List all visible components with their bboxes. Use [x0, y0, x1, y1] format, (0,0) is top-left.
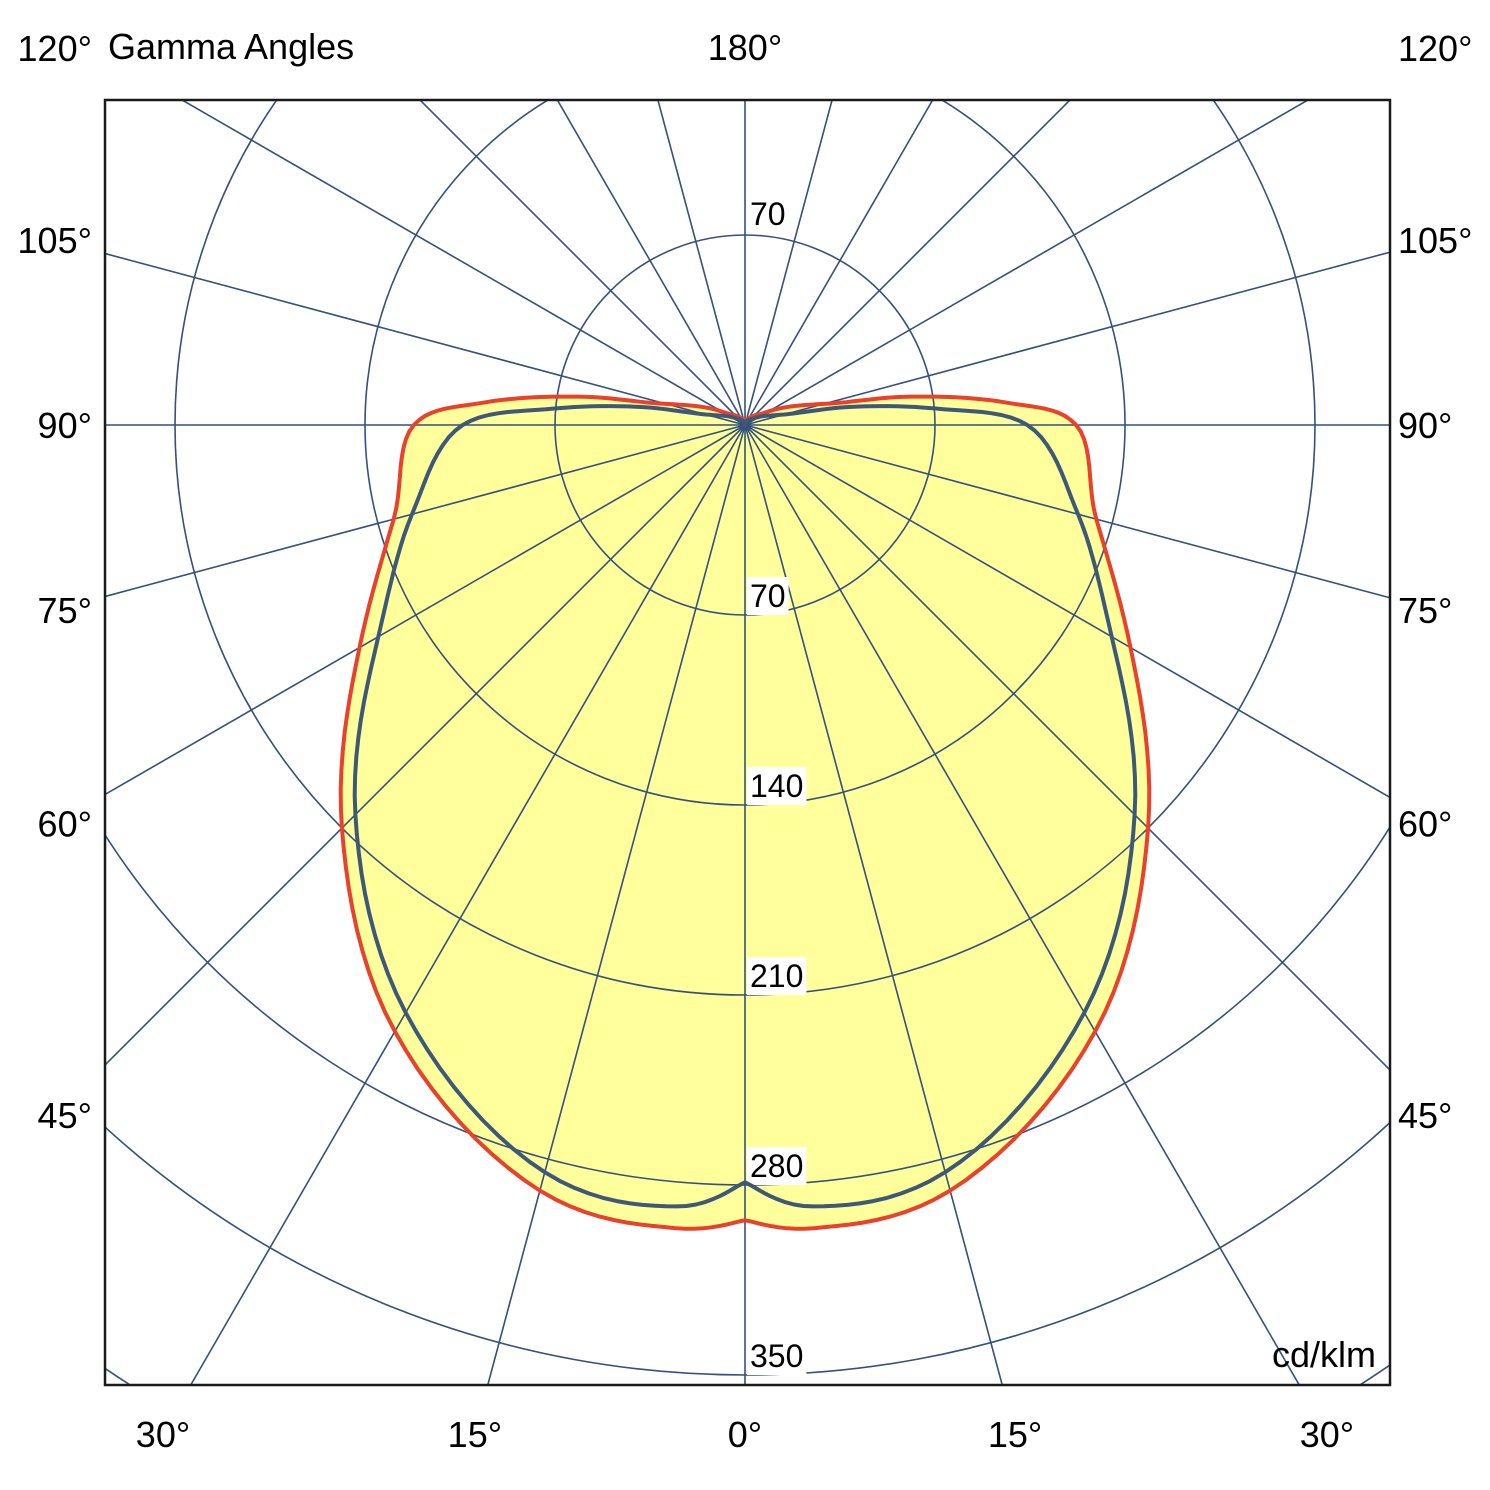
curve-c0-c180	[338, 394, 1152, 1231]
label-gamma-left: 90°	[38, 405, 92, 446]
chart-title: Gamma Angles	[108, 26, 355, 67]
curve-c90-c270	[352, 404, 1138, 1209]
grid-radial-line	[744, 424, 1004, 1385]
label-gamma-left: 75°	[38, 590, 92, 631]
label-gamma-bottom: 15°	[988, 1414, 1042, 1455]
label-gamma-left: 45°	[38, 1095, 92, 1136]
tick-label-bg	[747, 957, 807, 995]
label-gamma-bottom: 30°	[136, 1414, 190, 1455]
label-gamma-left: 60°	[38, 803, 92, 844]
label-gamma-left: 105°	[18, 220, 92, 261]
plot-border	[103, 98, 1392, 1387]
grid-radial-line	[556, 100, 746, 426]
label-gamma-right: 45°	[1398, 1095, 1452, 1136]
label-gamma-left: 120°	[18, 28, 92, 69]
grid-radial-line	[744, 424, 1390, 1072]
label-gamma-right: 105°	[1398, 220, 1472, 261]
tick-label-bg	[747, 195, 789, 233]
grid-radial-line	[744, 100, 934, 426]
label-gamma-right: 60°	[1398, 803, 1452, 844]
label-gamma-bottom: 15°	[448, 1414, 502, 1455]
grid-radial-line	[744, 424, 1390, 599]
label-gamma-180: 180°	[708, 27, 782, 68]
radial-tick-label: 70	[750, 578, 786, 614]
label-gamma-right: 75°	[1398, 590, 1452, 631]
radial-tick-label: 210	[750, 958, 803, 994]
grid-radial-line	[180, 100, 746, 426]
tick-label-bg	[747, 577, 789, 615]
grid-radial-line	[486, 424, 746, 1385]
label-gamma-right: 120°	[1398, 28, 1472, 69]
radial-tick-label: 140	[750, 768, 803, 804]
grid-radial-line	[744, 100, 833, 426]
grid-radial-line	[744, 100, 1072, 426]
tick-label-bg	[747, 1337, 807, 1375]
grid-radial-line	[105, 424, 746, 796]
tick-label-bg	[747, 1147, 807, 1185]
gamma-axis-labels: 180° 120° 120° 105° 105° 90° 90° 75° 75° 60° 60° 45…	[18, 27, 1473, 1455]
grid-radial-line	[744, 424, 1390, 799]
grid-radial-line	[105, 424, 746, 1067]
label-gamma-bottom: 0°	[728, 1414, 762, 1455]
label-gamma-bottom: 30°	[1300, 1414, 1354, 1455]
grid-radial-line	[105, 424, 746, 598]
grid-radial-line	[657, 100, 746, 426]
radial-tick-label: 350	[750, 1338, 803, 1374]
radial-tick-label: 280	[750, 1148, 803, 1184]
grid-radial-line	[744, 100, 1310, 426]
grid-radial-line	[105, 252, 746, 426]
tick-label-bg	[747, 767, 807, 805]
radial-tick-label: 70	[750, 196, 786, 232]
unit-label: cd/klm	[1271, 1334, 1376, 1375]
grid-radial-line	[744, 251, 1390, 426]
label-gamma-right: 90°	[1398, 405, 1452, 446]
grid-radial-line	[418, 100, 746, 426]
